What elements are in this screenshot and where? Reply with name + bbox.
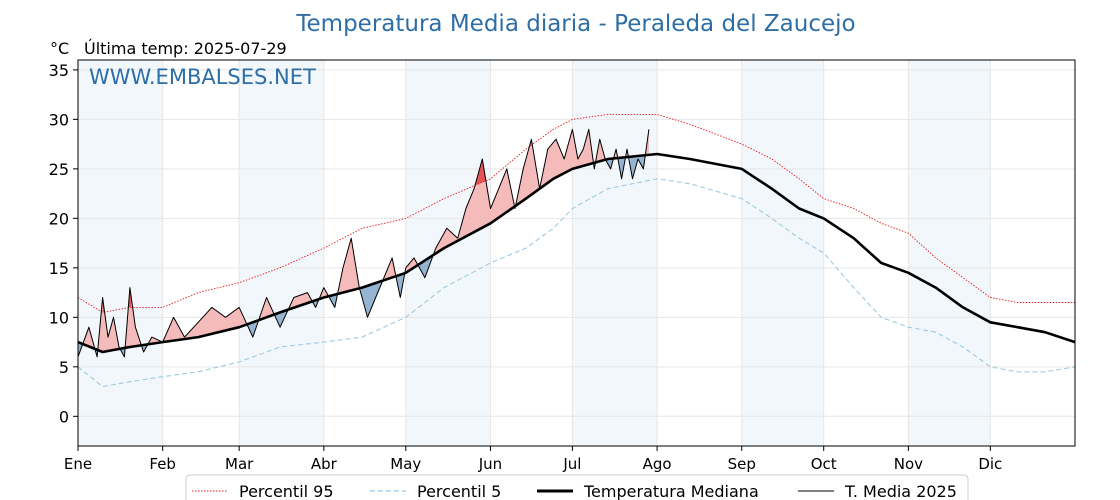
y-tick-label: 0 — [59, 407, 69, 426]
watermark-text: WWW.EMBALSES.NET — [89, 65, 316, 89]
y-axis-ticks: 0 5 10 15 20 25 30 35 — [49, 61, 78, 426]
series-line-median — [77, 152, 1076, 354]
x-tick-label: Ene — [64, 455, 92, 473]
anomaly-warm-area — [434, 159, 515, 255]
legend: Percentil 95 Percentil 5 Temperatura Med… — [185, 474, 969, 500]
unit-label: °C — [50, 39, 69, 58]
anomaly-warm-area — [259, 297, 275, 320]
plot-frame — [77, 59, 1076, 447]
anomaly-warm-area — [149, 307, 248, 345]
anomaly-warm-area — [595, 139, 607, 163]
anomaly-fill-areas — [78, 129, 649, 357]
legend-label-p95: Percentil 95 — [239, 482, 334, 500]
legend-label-2025: T. Media 2025 — [844, 482, 957, 500]
anomaly-warm-area — [288, 292, 313, 310]
month-band — [741, 60, 824, 446]
anomaly-warm-area — [98, 297, 121, 352]
x-tick-label: May — [390, 455, 421, 473]
series-lines — [77, 113, 1076, 388]
y-tick-label: 20 — [49, 209, 69, 228]
y-tick-label: 10 — [49, 308, 69, 327]
month-band — [572, 60, 658, 446]
month-band — [78, 60, 163, 446]
chart-title: Temperatura Media diaria - Peraleda del … — [295, 11, 855, 37]
anomaly-cool-area — [618, 157, 626, 179]
y-tick-label: 35 — [49, 61, 69, 80]
legend-box — [185, 474, 969, 500]
x-tick-label: Jul — [562, 455, 581, 473]
series-line-p5 — [77, 178, 1076, 388]
anomaly-cool-area — [360, 280, 384, 318]
x-tick-label: Sep — [728, 455, 756, 473]
y-tick-label: 5 — [59, 358, 69, 377]
x-tick-label: Ago — [643, 455, 672, 473]
y-tick-label: 25 — [49, 160, 69, 179]
anomaly-extreme-area — [475, 159, 485, 186]
series-line-2025 — [77, 128, 650, 358]
anomaly-warm-area — [405, 257, 419, 273]
x-axis-ticks: Ene Feb Mar Abr May Jun Jul Ago Sep Oct Nov Dic — [64, 446, 1002, 473]
x-tick-label: Oct — [811, 455, 837, 473]
series-line-p95 — [77, 113, 1075, 313]
x-tick-label: Dic — [978, 455, 1002, 473]
anomaly-warm-area — [516, 129, 595, 206]
y-tick-label: 15 — [49, 259, 69, 278]
x-tick-label: Nov — [894, 455, 923, 473]
x-tick-label: Jun — [478, 455, 502, 473]
month-bands — [78, 60, 991, 446]
y-tick-label: 30 — [49, 110, 69, 129]
month-band — [239, 60, 324, 446]
x-tick-label: Abr — [311, 455, 338, 473]
month-band — [908, 60, 991, 446]
legend-label-median: Temperatura Mediana — [583, 482, 759, 500]
x-tick-label: Mar — [225, 455, 254, 473]
legend-label-p5: Percentil 5 — [417, 482, 501, 500]
anomaly-warm-area — [338, 238, 361, 294]
anomaly-warm-area — [83, 327, 96, 350]
month-band — [405, 60, 491, 446]
x-tick-label: Feb — [149, 455, 176, 473]
last-temp-label: Última temp: 2025-07-29 — [84, 39, 287, 58]
